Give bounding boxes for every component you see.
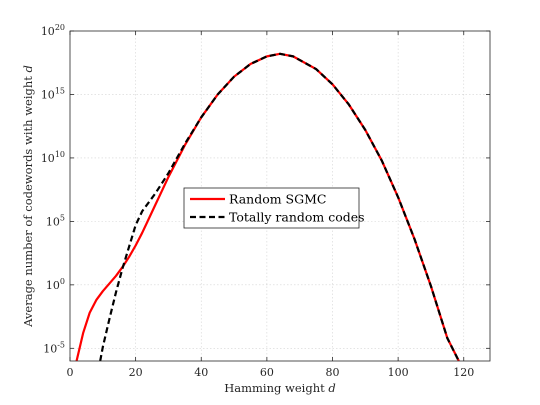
y-tick-label: 1010 bbox=[41, 150, 65, 165]
y-tick-label-exponent: 10 bbox=[55, 150, 65, 159]
legend-label-totally-random-codes: Totally random codes bbox=[229, 210, 365, 225]
x-axis-title: Hamming weight d bbox=[224, 381, 336, 395]
y-tick-label-exponent: 0 bbox=[60, 277, 65, 286]
y-tick-label: 100 bbox=[46, 277, 65, 292]
y-axis-title: Average number of codewords with weight … bbox=[21, 65, 35, 328]
y-tick-label: 1015 bbox=[41, 86, 65, 101]
y-tick-label-exponent: 15 bbox=[55, 86, 65, 95]
y-axis-title-var: d bbox=[21, 65, 35, 72]
x-tick-label: 80 bbox=[326, 366, 340, 379]
x-tick-label: 100 bbox=[388, 366, 409, 379]
y-tick-label: 10-5 bbox=[43, 340, 65, 355]
legend-label-random-sgmc: Random SGMC bbox=[229, 192, 326, 207]
plot-frame bbox=[69, 30, 491, 362]
y-tick-label-base: 10 bbox=[43, 342, 57, 355]
y-tick-label-base: 10 bbox=[46, 279, 60, 292]
x-tick-label: 120 bbox=[453, 366, 474, 379]
x-axis-title-text: Hamming weight bbox=[224, 381, 325, 395]
y-tick-label-base: 10 bbox=[41, 88, 55, 101]
legend: Random SGMC Totally random codes bbox=[183, 187, 365, 229]
y-tick-label-exponent: 5 bbox=[60, 213, 65, 222]
legend-box bbox=[183, 187, 360, 229]
y-tick-label-base: 10 bbox=[46, 215, 60, 228]
y-tick-label-exponent: 20 bbox=[55, 23, 65, 32]
x-tick-label: 20 bbox=[129, 366, 143, 379]
y-tick-label-base: 10 bbox=[41, 25, 55, 38]
x-tick-label: 0 bbox=[67, 366, 74, 379]
series-layer bbox=[75, 52, 460, 361]
x-tick-label: 60 bbox=[260, 366, 274, 379]
ticks bbox=[69, 30, 490, 361]
y-tick-label-base: 10 bbox=[41, 152, 55, 165]
y-tick-label-exponent: -5 bbox=[57, 340, 65, 349]
y-tick-label: 1020 bbox=[41, 23, 65, 38]
y-tick-label: 105 bbox=[46, 213, 65, 228]
y-axis-title-text: Average number of codewords with weight bbox=[21, 76, 35, 328]
x-axis-title-var: d bbox=[328, 381, 335, 395]
series-line-totally-random-codes bbox=[99, 52, 460, 361]
x-tick-label: 40 bbox=[194, 366, 208, 379]
